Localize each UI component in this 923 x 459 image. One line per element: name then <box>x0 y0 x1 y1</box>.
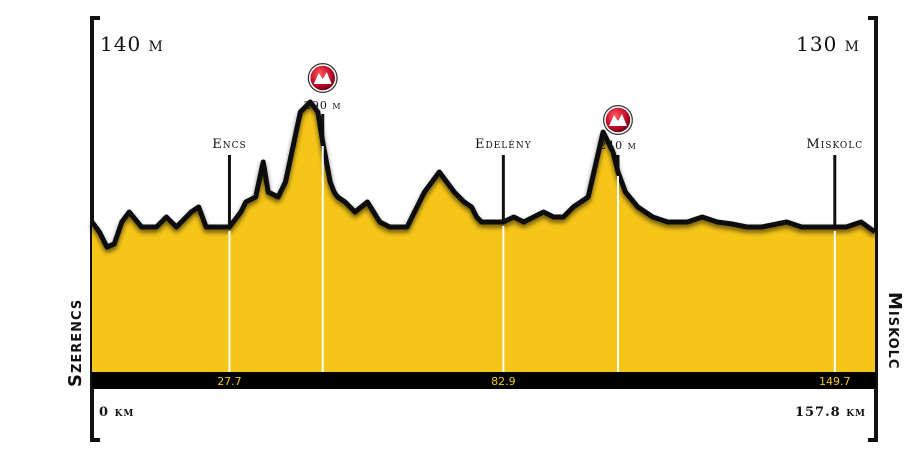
elevation-profile-outline <box>89 99 877 250</box>
town-km-label: 27.7 <box>217 375 242 388</box>
town-names: Encs Edelény Miskolc <box>212 137 863 152</box>
town-name-label: Encs <box>212 137 246 152</box>
climb-markers: 290 m 240 m <box>304 63 637 152</box>
distance-bar <box>92 372 876 389</box>
town-km-labels: 27.7 82.9 149.7 <box>217 375 850 388</box>
elevation-profile-area <box>92 102 875 372</box>
town-km-label: 82.9 <box>491 375 516 388</box>
climb-elevation-label: 240 m <box>599 139 637 152</box>
town-name-label: Miskolc <box>806 137 863 152</box>
end-elevation-label: 130 m <box>796 32 860 56</box>
end-distance-label: 157.8 km <box>795 405 866 420</box>
start-place-label: Szerencs <box>65 299 86 387</box>
start-elevation-label: 140 m <box>100 32 164 56</box>
mountain-climb-icon <box>602 105 633 135</box>
town-km-label: 149.7 <box>819 375 851 388</box>
start-distance-label: 0 km <box>99 405 134 420</box>
climb-elevation-label: 290 m <box>304 99 342 112</box>
town-name-label: Edelény <box>475 137 532 152</box>
town-white-lines <box>228 146 836 372</box>
mountain-climb-icon <box>307 63 338 93</box>
end-place-label: Miskolc <box>884 292 905 369</box>
